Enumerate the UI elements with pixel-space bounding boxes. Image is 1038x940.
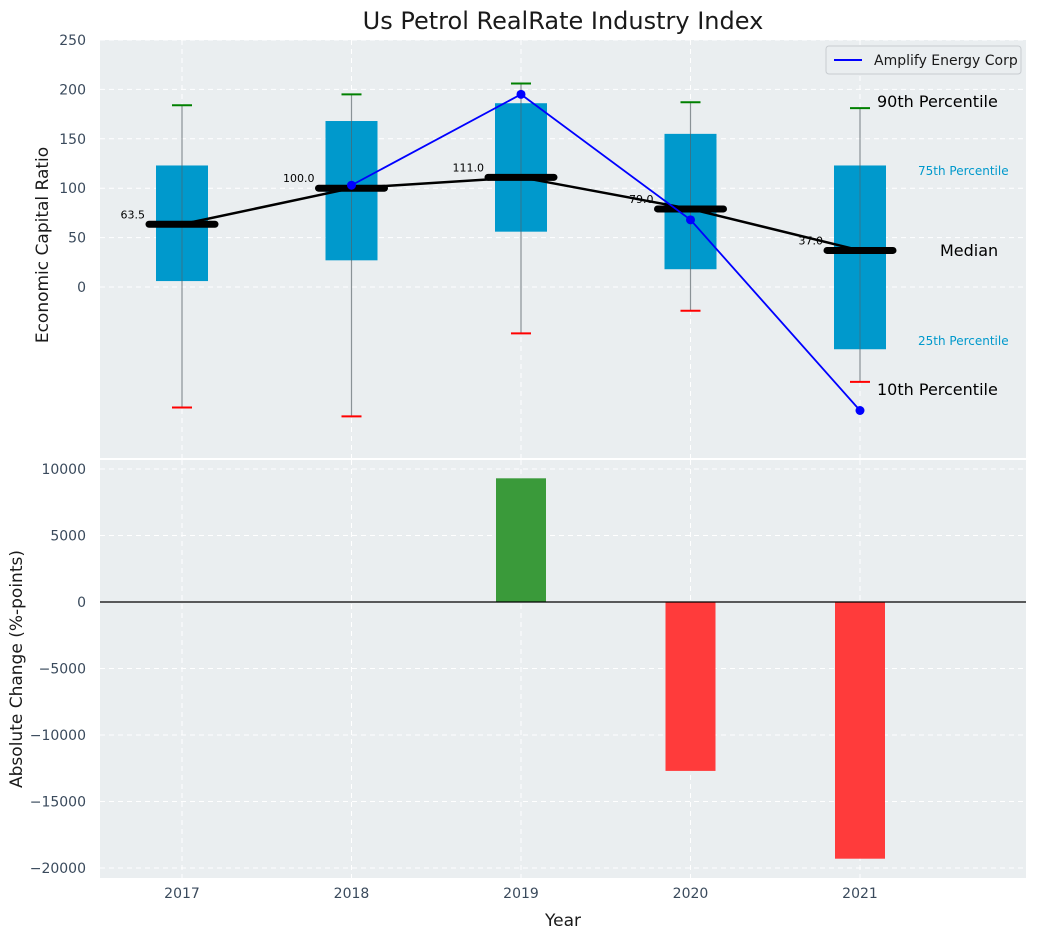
bottom-y-tick-0: 0 <box>77 595 86 611</box>
x-tick-labels: 2017 2018 2019 2020 2021 <box>164 886 878 902</box>
top-y-tick-250: 250 <box>59 33 86 49</box>
bottom-y-tick--20000: −20000 <box>30 861 86 877</box>
median-label-2020: 79.0 <box>629 193 654 206</box>
bottom-y-tick-5000: 5000 <box>50 529 86 545</box>
company-line <box>351 93 861 412</box>
x-tick-2018: 2018 <box>334 886 370 902</box>
bottom-plot-marks <box>100 478 1026 859</box>
top-y-tick-150: 150 <box>59 132 86 148</box>
median-label-2017: 63.5 <box>121 208 146 221</box>
x-tick-2020: 2020 <box>673 886 709 902</box>
company-point-2021 <box>855 406 865 415</box>
top-y-tick-0: 0 <box>77 280 86 296</box>
label-25th-percentile: 25th Percentile <box>918 334 1009 348</box>
median-label-2021: 37.0 <box>799 234 824 247</box>
bottom-y-tick--15000: −15000 <box>30 795 86 811</box>
top-y-tick-50: 50 <box>68 231 86 247</box>
legend-box <box>825 45 1022 75</box>
top-y-tick-200: 200 <box>59 82 86 98</box>
top-y-tick-100: 100 <box>59 181 86 197</box>
chart-title: Us Petrol RealRate Industry Index <box>363 7 764 35</box>
legend-label-amplify: Amplify Energy Corp <box>874 53 1018 69</box>
bottom-y-tick--10000: −10000 <box>30 728 86 744</box>
change-bar-2019 <box>496 478 546 602</box>
label-median: Median <box>940 241 998 260</box>
top-y-axis-title: Economic Capital Ratio <box>33 147 53 343</box>
bottom-y-tick--5000: −5000 <box>39 662 86 678</box>
x-tick-2017: 2017 <box>164 886 200 902</box>
x-tick-2021: 2021 <box>842 886 878 902</box>
bottom-y-tick-labels: −20000 −15000 −10000 −5000 0 5000 10000 <box>30 462 86 877</box>
x-axis-title: Year <box>544 911 581 931</box>
bottom-y-tick-10000: 10000 <box>41 462 86 478</box>
company-point-2019 <box>516 89 526 99</box>
change-bar-2021 <box>835 602 885 859</box>
legend: Amplify Energy Corp <box>825 45 1022 75</box>
change-bar-2020 <box>665 602 716 771</box>
x-tick-2019: 2019 <box>503 886 539 902</box>
label-90th-percentile: 90th Percentile <box>877 92 998 111</box>
median-label-2019: 111.0 <box>453 161 485 174</box>
label-10th-percentile: 10th Percentile <box>877 380 998 399</box>
bottom-y-axis-title: Absolute Change (%-points) <box>7 550 27 788</box>
company-point-2018 <box>347 180 356 190</box>
top-y-tick-labels: 0 50 100 150 200 250 <box>59 33 86 296</box>
company-point-2020 <box>686 215 695 225</box>
label-75th-percentile: 75th Percentile <box>918 164 1009 178</box>
top-plot-marks: 63.5 100.0 111.0 79.0 37.0 <box>121 82 897 418</box>
median-label-2018: 100.0 <box>283 172 315 185</box>
